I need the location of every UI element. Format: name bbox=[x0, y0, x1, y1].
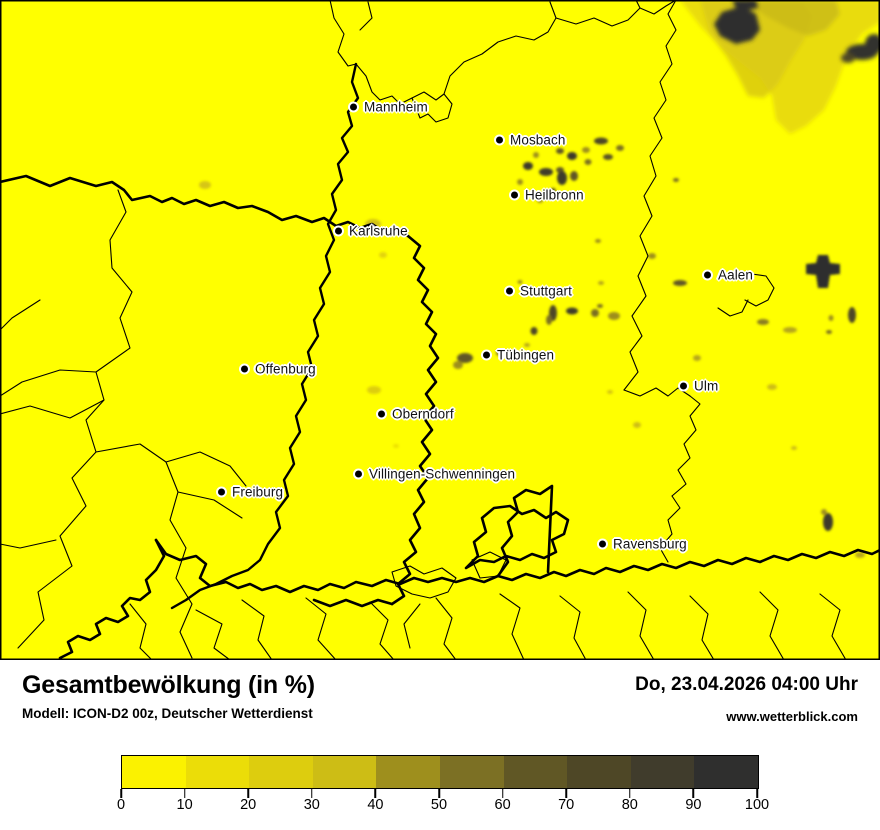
colorbar-swatch bbox=[439, 756, 504, 788]
city-dot-icon bbox=[350, 103, 357, 111]
cloud-dark-cells-northeast bbox=[714, 0, 880, 63]
city-dot-icon bbox=[241, 365, 248, 373]
colorbar-ticks bbox=[120, 788, 758, 798]
colorbar-tick bbox=[629, 788, 631, 798]
colorbar-tick-label: 50 bbox=[430, 797, 448, 813]
colorbar-gradient bbox=[121, 755, 759, 789]
colorbar-tick bbox=[247, 788, 249, 798]
city-label: Tübingen bbox=[497, 347, 555, 363]
city-dot-icon bbox=[680, 382, 687, 390]
city-label: Heilbronn bbox=[525, 187, 584, 203]
colorbar-swatch bbox=[312, 756, 377, 788]
colorbar-tick bbox=[183, 788, 186, 798]
colorbar-tick-label: 100 bbox=[744, 797, 770, 813]
northern-state-borders bbox=[329, 0, 677, 123]
colorbar-tick bbox=[311, 788, 313, 798]
colorbar-tick-labels: 0 10 20 30 40 50 60 70 80 90 100 bbox=[117, 797, 769, 819]
city-marker[interactable]: Villingen-Schwenningen bbox=[355, 467, 515, 482]
colorbar-tick-label: 30 bbox=[303, 797, 320, 813]
city-label: Villingen-Schwenningen bbox=[369, 466, 516, 482]
city-dot-icon bbox=[355, 470, 362, 478]
colorbar-tick bbox=[565, 788, 567, 798]
colorbar-tick-label: 70 bbox=[558, 797, 575, 813]
colorbar-swatch bbox=[122, 756, 186, 788]
colorbar-tick bbox=[120, 788, 122, 798]
city-marker[interactable]: Karlsruhe bbox=[335, 224, 408, 239]
colorbar-swatch bbox=[376, 756, 440, 788]
city-marker[interactable]: Offenburg bbox=[241, 362, 316, 377]
city-label: Mannheim bbox=[364, 99, 428, 115]
colorbar-tick-label: 40 bbox=[367, 797, 384, 813]
national-borders bbox=[0, 158, 440, 608]
city-label: Ulm bbox=[694, 378, 719, 394]
colorbar-swatch bbox=[503, 756, 568, 788]
colorbar-tick-label: 10 bbox=[176, 797, 193, 813]
city-marker[interactable]: Oberndorf bbox=[378, 407, 454, 422]
city-label: Freiburg bbox=[232, 484, 284, 500]
website-link[interactable]: www.wetterblick.com bbox=[726, 709, 858, 724]
map-footer: Gesamtbewölkung (in %) Modell: ICON-D2 0… bbox=[0, 660, 880, 830]
model-subtitle: Modell: ICON-D2 00z, Deutscher Wetterdie… bbox=[22, 706, 313, 721]
page-title: Gesamtbewölkung (in %) bbox=[22, 671, 315, 699]
city-marker[interactable]: Freiburg bbox=[218, 485, 283, 500]
city-label: Offenburg bbox=[255, 361, 316, 377]
map-graphics bbox=[0, 0, 880, 660]
city-marker[interactable]: Ravensburg bbox=[599, 537, 687, 552]
map-border-frame bbox=[0, 0, 880, 660]
cloud-cells-east bbox=[607, 253, 865, 558]
city-dot-icon bbox=[496, 136, 503, 144]
city-marker[interactable]: Tübingen bbox=[483, 348, 554, 363]
city-dot-icon bbox=[704, 271, 711, 279]
city-label: Karlsruhe bbox=[349, 223, 408, 239]
city-dot-icon bbox=[599, 540, 606, 548]
city-label: Oberndorf bbox=[392, 406, 454, 422]
colorbar-tick-label: 60 bbox=[494, 797, 511, 813]
colorbar-tick bbox=[501, 788, 504, 798]
city-marker[interactable]: Mosbach bbox=[496, 133, 565, 148]
southern-national-border bbox=[58, 484, 880, 660]
rhine-border bbox=[170, 62, 360, 610]
city-dot-icon bbox=[506, 287, 513, 295]
city-marker[interactable]: Mannheim bbox=[350, 100, 428, 115]
city-dot-icon bbox=[335, 227, 342, 235]
city-dot-icon bbox=[511, 191, 518, 199]
city-marker[interactable]: Heilbronn bbox=[511, 188, 584, 203]
colorbar-tick bbox=[692, 788, 695, 798]
colorbar-swatch bbox=[185, 756, 250, 788]
cloud-cells-stuttgart bbox=[453, 239, 687, 369]
city-dot-icon bbox=[378, 410, 385, 418]
colorbar: 0 10 20 30 40 50 60 70 80 90 100 bbox=[117, 755, 769, 825]
city-dot-icon bbox=[483, 351, 490, 359]
colorbar-tick-label: 20 bbox=[240, 797, 257, 813]
city-marker[interactable]: Stuttgart bbox=[506, 284, 572, 299]
colorbar-swatch bbox=[694, 756, 758, 788]
city-dot-icon bbox=[218, 488, 225, 496]
map-base-fill bbox=[0, 0, 880, 660]
city-label: Ravensburg bbox=[613, 536, 687, 552]
colorbar-swatch bbox=[630, 756, 695, 788]
city-label: Stuttgart bbox=[520, 283, 572, 299]
weather-map[interactable]: Mannheim Mosbach Heilbronn Karlsruhe Aalen St… bbox=[0, 0, 880, 660]
cloud-cells-heilbronn bbox=[517, 137, 679, 203]
colorbar-tick bbox=[756, 788, 758, 798]
city-marker[interactable]: Ulm bbox=[680, 379, 718, 394]
regional-borders bbox=[0, 0, 847, 660]
cloud-cells-west bbox=[199, 181, 399, 448]
colorbar-tick bbox=[374, 788, 377, 798]
colorbar-tick-label: 0 bbox=[116, 797, 126, 813]
forecast-datetime: Do, 23.04.2026 04:00 Uhr bbox=[635, 674, 858, 695]
city-marker[interactable]: Aalen bbox=[704, 268, 753, 283]
city-label: Aalen bbox=[718, 267, 754, 283]
colorbar-tick bbox=[438, 788, 440, 798]
colorbar-swatch bbox=[249, 756, 313, 788]
colorbar-swatch bbox=[567, 756, 631, 788]
colorbar-tick-label: 90 bbox=[685, 797, 702, 813]
colorbar-tick-label: 80 bbox=[621, 797, 638, 813]
city-label: Mosbach bbox=[510, 132, 566, 148]
